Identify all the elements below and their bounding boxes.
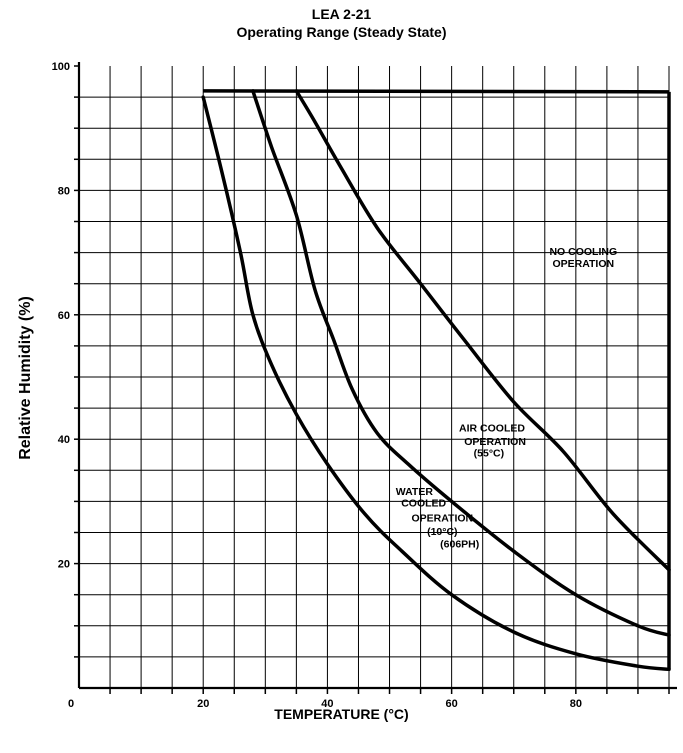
x-tick-label: 60 xyxy=(446,698,458,710)
x-tick-label: 20 xyxy=(197,698,209,710)
water-cooled-label: COOLED xyxy=(401,497,446,509)
water-cooled-label: WATER xyxy=(396,486,434,498)
air-cooled-label: (55°C) xyxy=(474,448,504,460)
y-tick-label: 80 xyxy=(58,185,70,197)
no-cooling-label: NO COOLING xyxy=(549,246,617,258)
air-cooled-curve xyxy=(251,89,671,637)
water-cooled-label: OPERATION xyxy=(411,512,473,524)
air-cooled-label: OPERATION xyxy=(464,436,526,448)
air-cooled-label: AIR COOLED xyxy=(459,423,525,435)
no-cooling-label: OPERATION xyxy=(552,258,614,270)
y-tick-label: 20 xyxy=(58,559,70,571)
no-cooling-curve xyxy=(294,89,671,572)
y-tick-label: 100 xyxy=(52,61,70,73)
water-cooled-label: (10°C) xyxy=(427,526,457,538)
chart-title: LEA 2-21 xyxy=(311,6,372,22)
y-tick-label: 60 xyxy=(58,310,70,322)
water-cooled-label: (606PH) xyxy=(440,538,479,550)
y-tick-label: 40 xyxy=(58,434,70,446)
water-cooled-curve xyxy=(201,95,671,672)
boundary-top-line xyxy=(203,89,670,94)
chart-subtitle: Operating Range (Steady State) xyxy=(236,24,447,40)
x-tick-label: 80 xyxy=(570,698,582,710)
x-tick-label: 0 xyxy=(68,698,74,710)
x-tick-label: 40 xyxy=(321,698,333,710)
x-axis-label: TEMPERATURE (°C) xyxy=(274,706,409,722)
